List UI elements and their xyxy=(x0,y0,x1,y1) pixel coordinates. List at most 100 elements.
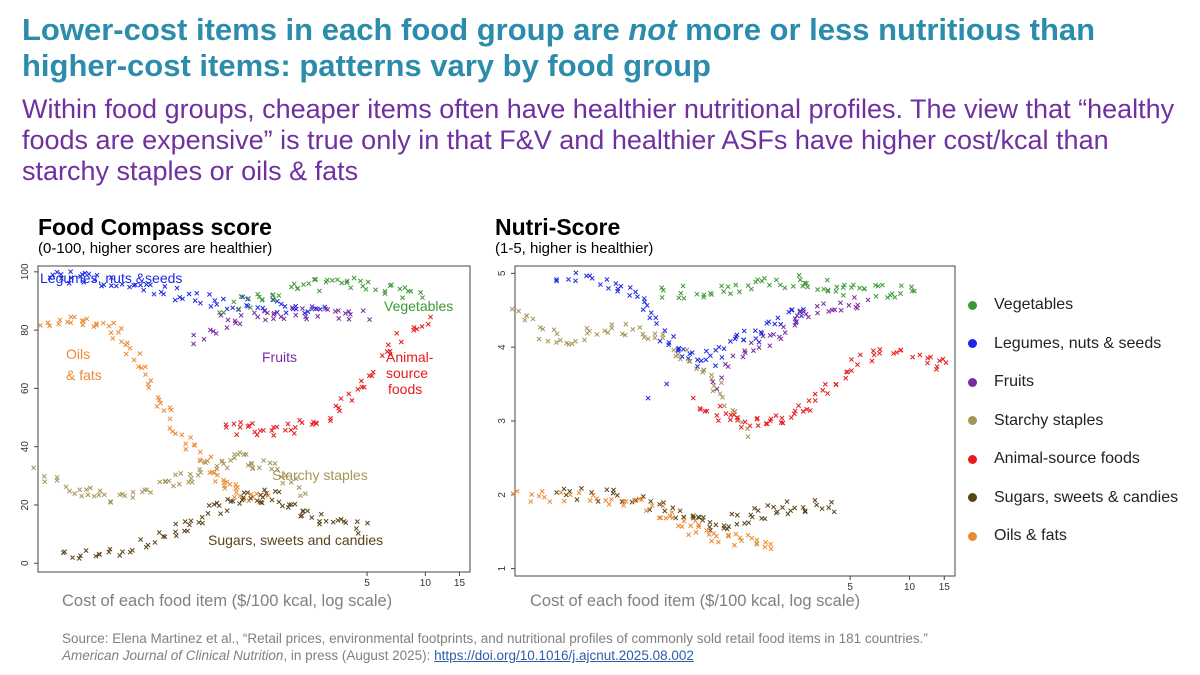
data-point xyxy=(763,539,769,545)
data-point xyxy=(846,302,852,308)
data-point xyxy=(728,291,733,297)
x-tick-label: 15 xyxy=(454,578,466,589)
data-point xyxy=(228,457,234,463)
data-point xyxy=(425,321,431,327)
data-point xyxy=(703,348,709,354)
data-point xyxy=(324,277,330,283)
title-emphasis: not xyxy=(628,12,677,47)
data-point xyxy=(698,358,704,364)
data-point xyxy=(687,358,693,364)
data-point xyxy=(71,314,77,320)
data-point xyxy=(693,529,699,535)
data-point xyxy=(276,489,282,495)
data-point xyxy=(800,408,806,414)
data-point xyxy=(249,421,255,426)
data-point xyxy=(167,416,173,422)
data-point xyxy=(710,379,716,385)
data-point xyxy=(306,281,312,286)
data-point xyxy=(640,331,646,337)
data-point xyxy=(76,555,82,561)
data-point xyxy=(843,375,849,381)
data-point xyxy=(238,294,244,299)
data-point xyxy=(604,277,610,282)
data-point xyxy=(302,310,308,316)
data-point xyxy=(192,298,198,304)
data-point xyxy=(132,282,138,288)
chart1-plot: 0 20 40 60 80 100 5 10 15 Legumes, nuts &seeds Veg… xyxy=(20,263,471,589)
data-point xyxy=(269,428,275,433)
data-point xyxy=(317,521,322,527)
data-point xyxy=(622,332,628,338)
data-point xyxy=(108,330,114,336)
data-point xyxy=(539,488,545,494)
source-link[interactable]: https://doi.org/10.1016/j.ajcnut.2025.08… xyxy=(434,648,694,663)
data-point xyxy=(831,509,837,515)
data-point xyxy=(183,446,189,452)
data-point xyxy=(173,521,179,527)
data-point xyxy=(662,328,668,334)
data-point xyxy=(815,287,821,293)
data-point xyxy=(760,333,766,339)
data-point xyxy=(825,288,831,294)
data-point xyxy=(687,351,693,357)
data-point xyxy=(250,465,256,471)
data-point xyxy=(203,460,209,466)
y-tick-label: 4 xyxy=(497,344,508,350)
data-point xyxy=(157,479,163,485)
data-point xyxy=(245,490,251,496)
data-point xyxy=(197,449,203,455)
annotation-animal: Animal- xyxy=(386,349,434,365)
data-point xyxy=(232,318,238,324)
data-point xyxy=(54,269,60,275)
data-point xyxy=(670,505,676,511)
legend-label: Animal-source foods xyxy=(994,450,1140,468)
series-starchy-staples xyxy=(509,306,751,440)
data-point xyxy=(714,413,720,418)
data-point xyxy=(291,281,297,287)
data-point xyxy=(231,494,237,500)
annotation-vegetables: Vegetables xyxy=(384,298,453,314)
data-point xyxy=(63,484,69,490)
data-point xyxy=(917,352,923,358)
data-point xyxy=(373,287,379,293)
data-point xyxy=(288,502,294,508)
legend-item: Vegetables xyxy=(962,286,1192,325)
data-point xyxy=(138,365,144,371)
data-point xyxy=(820,387,826,393)
data-point xyxy=(158,400,163,406)
data-point xyxy=(623,498,629,504)
data-point xyxy=(734,521,740,527)
data-point xyxy=(854,305,860,311)
data-point xyxy=(197,300,203,306)
data-point xyxy=(679,354,685,360)
data-point xyxy=(802,509,808,515)
legend-item: Sugars, sweets & candies xyxy=(962,479,1192,518)
data-point xyxy=(662,508,668,514)
data-point xyxy=(943,360,949,366)
data-point xyxy=(649,503,655,509)
data-point xyxy=(349,397,355,403)
data-point xyxy=(222,485,228,491)
data-point xyxy=(659,285,665,291)
data-point xyxy=(725,532,731,538)
data-point xyxy=(224,508,230,514)
data-point xyxy=(228,498,234,504)
data-point xyxy=(721,289,727,295)
data-point xyxy=(224,479,230,485)
data-point xyxy=(335,308,341,313)
data-point xyxy=(264,310,270,316)
data-point xyxy=(615,288,621,294)
data-point xyxy=(313,306,319,312)
data-point xyxy=(611,487,617,493)
data-point xyxy=(232,455,237,461)
data-point xyxy=(679,524,685,529)
series-animal-source-foods xyxy=(690,346,949,430)
data-point xyxy=(589,489,595,495)
data-point xyxy=(789,307,794,313)
data-point xyxy=(654,321,659,327)
data-point xyxy=(754,541,760,547)
data-point xyxy=(793,320,799,326)
data-point xyxy=(42,479,48,485)
chart2-legend: Vegetables Legumes, nuts & seeds Fruits Sta… xyxy=(962,286,1192,556)
data-point xyxy=(221,461,227,467)
